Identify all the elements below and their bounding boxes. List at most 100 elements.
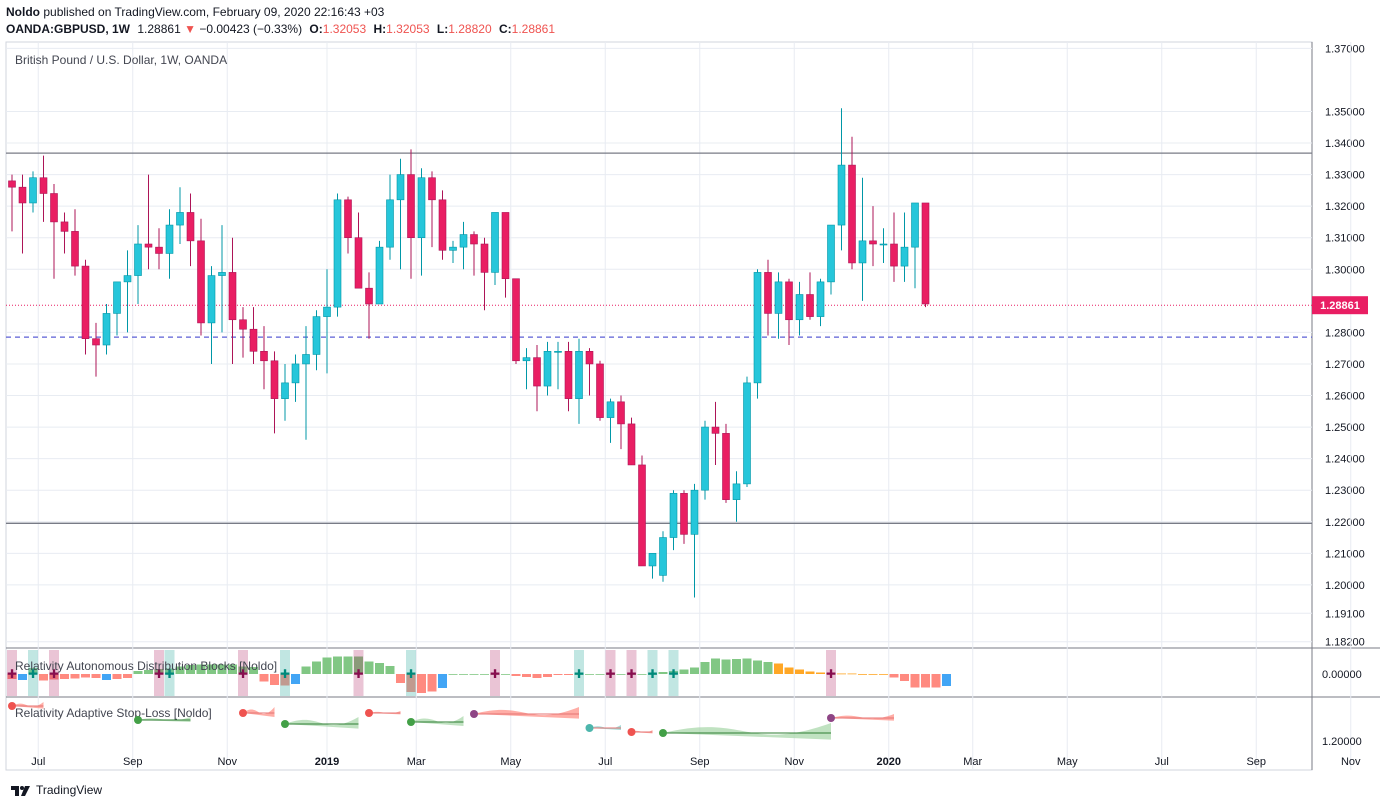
- y-tick-label: 1.32000: [1325, 201, 1365, 213]
- signal-band: [647, 650, 658, 696]
- candle-body: [743, 382, 751, 485]
- histogram-bar: [910, 674, 920, 688]
- y-tick-label: 1.24000: [1325, 454, 1365, 466]
- histogram-bar: [585, 674, 594, 675]
- candle-body: [228, 272, 237, 321]
- x-tick-label: Jul: [1155, 756, 1169, 768]
- tradingview-logo-icon: [11, 786, 30, 796]
- indicator-title-blocks: Relativity Autonomous Distribution Block…: [15, 659, 277, 673]
- signal-marker-icon: ✚: [490, 667, 500, 681]
- signal-band: [490, 650, 500, 696]
- candle-body: [617, 401, 625, 425]
- candle-body: [29, 177, 37, 204]
- footer-brand[interactable]: TradingView: [10, 783, 102, 797]
- candle-body: [291, 363, 300, 384]
- candle-body: [39, 177, 48, 194]
- signal-marker-icon: ✚: [28, 667, 38, 681]
- signal-band: [28, 650, 38, 696]
- histogram-bar: [406, 674, 416, 692]
- candle-body: [386, 199, 394, 248]
- indicator-zero-tick: 0.00000: [1322, 669, 1362, 681]
- candle-body: [134, 243, 142, 276]
- histogram-bar: [900, 674, 909, 681]
- histogram-bar: [501, 674, 510, 675]
- histogram-bar: [784, 667, 794, 674]
- candle-body: [480, 243, 489, 273]
- candle-body: [722, 433, 730, 500]
- histogram-bar: [270, 674, 279, 685]
- candle-body: [333, 199, 342, 308]
- histogram-bar: [217, 664, 227, 674]
- y-tick-label: 1.18200: [1325, 637, 1365, 649]
- candle-body: [669, 493, 678, 538]
- symbol-label[interactable]: OANDA:GBPUSD, 1W: [6, 22, 131, 36]
- stoploss-dot: [8, 702, 16, 710]
- signal-band: [280, 650, 290, 696]
- x-tick-label: Sep: [690, 756, 710, 768]
- candle-body: [554, 351, 562, 353]
- stoploss-dot: [470, 710, 478, 718]
- candle-body: [564, 351, 573, 399]
- last-price-tag: [1312, 296, 1368, 315]
- stoploss-dot: [585, 724, 594, 732]
- histogram-bar: [112, 674, 122, 679]
- histogram-bar: [490, 674, 500, 675]
- histogram-bar: [448, 674, 458, 675]
- candle-body: [848, 164, 856, 264]
- candle-body: [312, 316, 321, 355]
- author-name[interactable]: Noldo: [6, 5, 40, 19]
- histogram-bar: [627, 674, 636, 675]
- candle-body: [396, 174, 405, 201]
- stoploss-cloud: [285, 717, 359, 729]
- histogram-bar: [868, 674, 878, 675]
- candle-body: [438, 199, 447, 251]
- y-tick-label: 1.31000: [1325, 233, 1365, 245]
- y-tick-label: 1.25000: [1325, 422, 1365, 434]
- chart-canvas[interactable]: 1.37000 1.35000 1.34000 1.33000 1.32000 1.310…: [0, 0, 1380, 780]
- histogram-bar: [364, 661, 374, 674]
- x-tick-label: May: [1057, 756, 1078, 768]
- histogram-bar: [679, 669, 689, 674]
- candle-body: [827, 224, 835, 283]
- candle-body: [732, 483, 741, 500]
- stoploss-cloud: [474, 707, 579, 719]
- y-tick-label: 1.21000: [1325, 548, 1365, 560]
- signal-marker-icon: ✚: [647, 667, 657, 681]
- histogram-bar: [942, 674, 951, 686]
- x-tick-label: Mar: [963, 756, 982, 768]
- histogram-bar: [417, 674, 426, 693]
- histogram-bar: [396, 674, 405, 683]
- histogram-bar: [333, 656, 342, 674]
- histogram-bar: [133, 671, 143, 674]
- histogram-bar: [438, 674, 447, 688]
- histogram-bar: [322, 657, 332, 674]
- candle-body: [753, 272, 762, 384]
- stoploss-dot: [827, 714, 835, 722]
- candle-body: [449, 246, 457, 251]
- stoploss-dot: [365, 709, 373, 717]
- histogram-bar: [354, 656, 363, 674]
- signal-marker-icon: ✚: [7, 667, 17, 681]
- histogram-bar: [858, 674, 867, 675]
- candle-body: [606, 401, 615, 418]
- histogram-bar: [721, 659, 731, 674]
- histogram-bar: [753, 660, 762, 674]
- y-tick-label: 1.22000: [1325, 517, 1365, 529]
- histogram-bar: [18, 674, 27, 680]
- histogram-bar: [70, 674, 80, 679]
- signal-band: [49, 650, 59, 696]
- candle-body: [711, 426, 720, 434]
- down-arrow-icon: ▼: [184, 22, 196, 36]
- stoploss-cloud: [663, 723, 831, 740]
- signal-band: [353, 650, 364, 696]
- histogram-bar: [102, 674, 111, 680]
- candle-body: [627, 423, 636, 466]
- y-tick-label: 1.37000: [1325, 43, 1365, 55]
- histogram-bar: [837, 673, 846, 675]
- stoploss-cloud: [12, 702, 44, 709]
- high-label: H:: [373, 22, 387, 36]
- histogram-bar: [522, 674, 531, 677]
- candle-body: [921, 202, 930, 305]
- candle-body: [858, 240, 867, 264]
- stoploss-dot: [281, 720, 289, 728]
